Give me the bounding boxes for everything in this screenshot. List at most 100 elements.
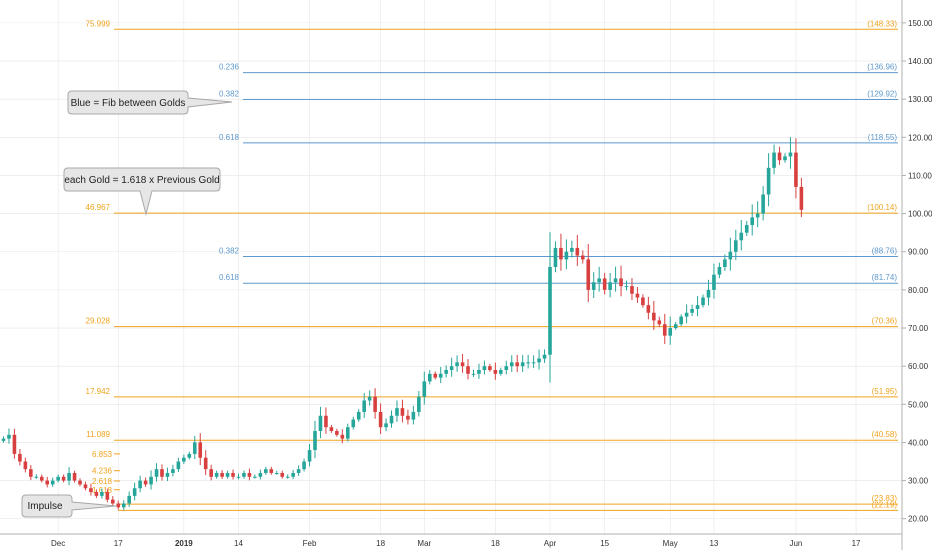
candle-body	[586, 259, 591, 290]
candles	[1, 137, 804, 510]
candle-body	[613, 278, 618, 283]
candle-body	[203, 457, 208, 470]
candle-body	[646, 305, 651, 313]
candle-body	[1, 438, 6, 441]
y-tick-label: 50.00	[908, 400, 929, 409]
candle-body	[23, 461, 28, 470]
candle-body	[94, 492, 99, 496]
y-tick-label: 30.00	[908, 477, 929, 486]
candle-body	[242, 472, 246, 477]
x-tick-label: 2019	[175, 539, 193, 548]
candle-body	[313, 431, 317, 451]
y-axis: 20.00 30.00 40.00 50.00 60.00 70.00 80.00 90.00…	[901, 0, 932, 550]
candle-body	[160, 469, 164, 477]
callout-impulse-shape	[21, 494, 117, 518]
candle-body	[482, 366, 487, 370]
candle-body	[444, 369, 448, 374]
candle-body	[608, 282, 612, 290]
gold-level-price-label: (51.95)	[872, 387, 898, 396]
candle-body	[602, 278, 607, 290]
x-tick-label: 17	[114, 539, 123, 548]
candle-body	[12, 434, 17, 454]
candle-body	[433, 373, 438, 378]
x-axis: Dec 17 2019 14 Feb 18 Mar 18 Apr 15 May 13 Jun 17	[0, 533, 902, 548]
candle-body	[100, 492, 104, 496]
candle-body	[253, 476, 257, 478]
candle-body	[411, 411, 416, 420]
y-tick-label: 60.00	[908, 362, 929, 371]
callout-each-gold: each Gold = 1.618 x Previous Gold	[63, 167, 221, 216]
candle-body	[734, 240, 738, 252]
candle-body	[373, 396, 377, 412]
candle-body	[39, 476, 44, 481]
blue-level-ratio-label: 0.618	[219, 273, 240, 282]
y-tick-label: 70.00	[908, 324, 929, 333]
x-tick-label: Apr	[544, 539, 557, 548]
candle-body	[236, 476, 241, 478]
x-tick-label: 14	[234, 539, 243, 548]
candle-body	[630, 286, 634, 294]
candle-body	[176, 461, 181, 470]
y-tick-label: 110.00	[908, 171, 932, 180]
candle-body	[690, 308, 694, 313]
gold-level-ratio-label: 75.999	[86, 19, 111, 28]
candle-body	[111, 499, 115, 504]
candle-body	[285, 476, 290, 478]
candle-body	[335, 431, 339, 435]
candle-body	[564, 251, 569, 260]
gold-level-price-label: (70.36)	[872, 317, 898, 326]
impulse-level-label: 2.618	[92, 477, 113, 486]
candle-body	[149, 476, 153, 485]
candle-body	[548, 267, 552, 355]
y-tick-label: 90.00	[908, 248, 929, 257]
candle-body	[274, 472, 279, 474]
candle-body	[684, 312, 689, 317]
candle-body	[488, 366, 492, 370]
candle-body	[591, 282, 596, 290]
candle-body	[695, 305, 700, 309]
candle-body	[214, 472, 219, 477]
x-tick-label: 18	[376, 539, 385, 548]
candle-body	[750, 217, 755, 226]
gold-level-ratio-label: 17.942	[86, 387, 111, 396]
candle-body	[580, 255, 585, 260]
candle-body	[766, 167, 771, 195]
candle-body	[116, 503, 121, 508]
candle-body	[247, 472, 252, 477]
candle-body	[455, 362, 459, 367]
candle-body	[45, 480, 50, 485]
candle-body	[329, 427, 334, 432]
candle-body	[61, 476, 66, 481]
candle-body	[460, 362, 465, 367]
candle-body	[772, 152, 776, 168]
y-tick-label: 100.00	[908, 210, 932, 219]
candle-body	[427, 373, 432, 382]
gold-level-ratio-label: 29.028	[86, 317, 111, 326]
fib-levels: 75.999 (148.33) 46.967 (100.14) 29.028 (70.36…	[86, 19, 898, 511]
candle-body	[378, 411, 383, 428]
candle-body	[537, 358, 541, 363]
candle-body	[662, 324, 667, 336]
gold-level-price-label: (40.58)	[872, 430, 898, 439]
candle-body	[154, 469, 159, 477]
y-tick-label: 150.00	[908, 19, 932, 28]
candle-body	[7, 434, 11, 439]
candle-body	[657, 320, 662, 325]
candle-body	[597, 278, 601, 283]
candle-body	[575, 247, 580, 256]
candle-body	[318, 415, 323, 432]
candle-body	[526, 362, 530, 364]
gold-level-price-label: (148.33)	[867, 19, 897, 28]
candle-body	[652, 312, 656, 321]
candle-body	[132, 488, 137, 496]
blue-level-price-label: (129.92)	[867, 89, 897, 98]
candle-body	[67, 472, 71, 481]
y-tick-label: 40.00	[908, 438, 929, 447]
blue-level-ratio-label: 0.236	[219, 63, 240, 72]
candle-body	[635, 293, 640, 298]
gold-level-price-label: (23.83)	[872, 494, 898, 503]
candle-body	[138, 480, 142, 489]
candle-body	[324, 415, 328, 428]
blue-level-price-label: (88.76)	[872, 246, 898, 255]
gold-level-price-label: (22.19)	[872, 500, 898, 509]
